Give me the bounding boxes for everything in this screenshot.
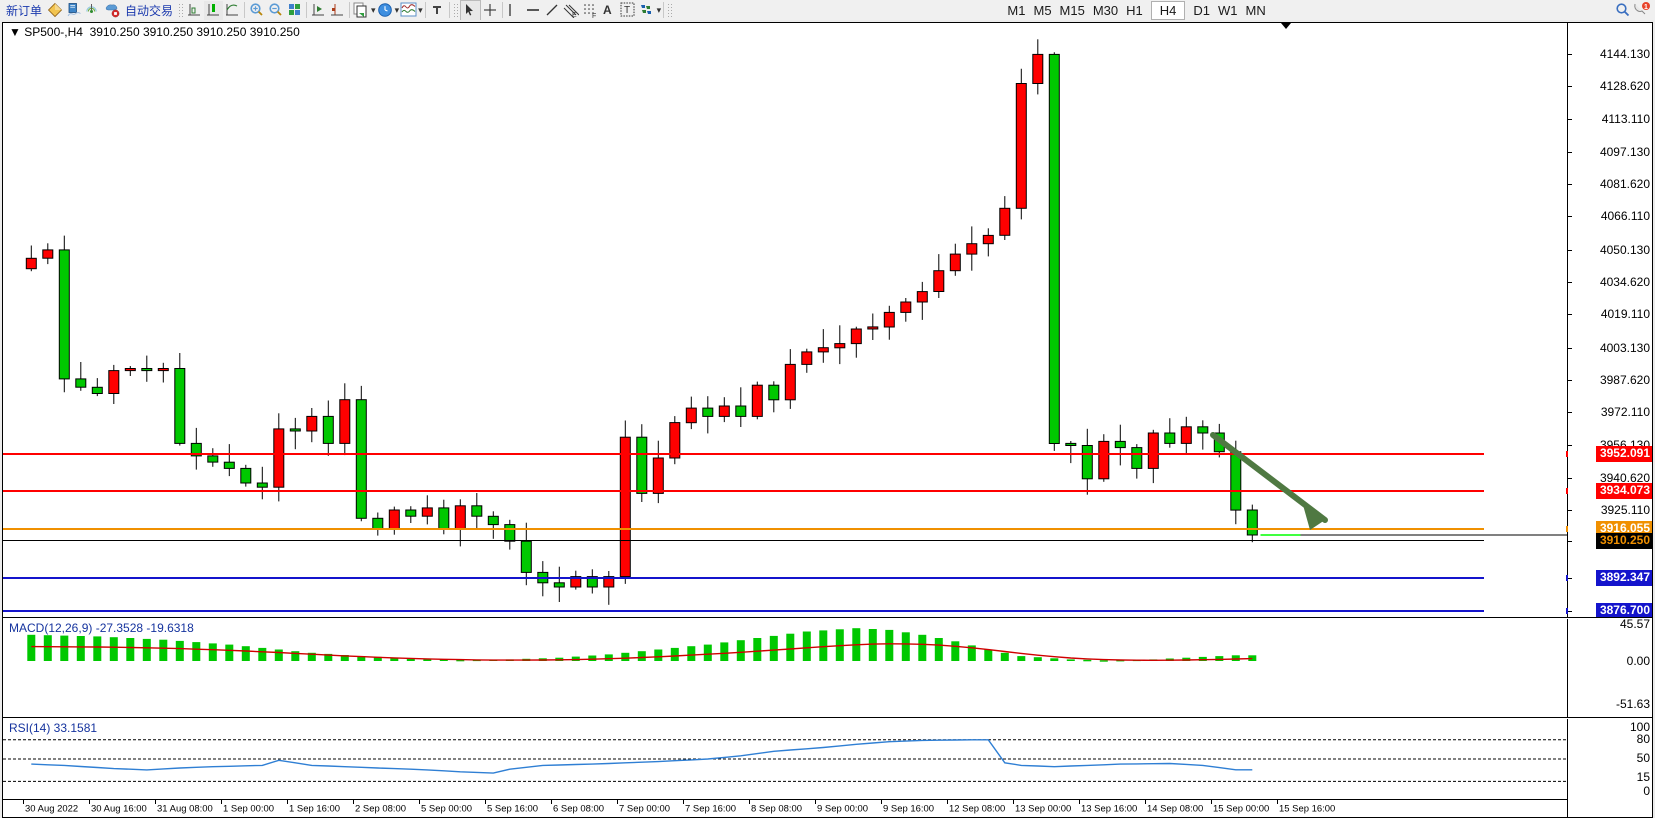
svg-text:T: T [624, 5, 630, 16]
svg-text:E: E [572, 12, 577, 18]
svg-text:A: A [603, 3, 612, 17]
svg-text:F: F [592, 13, 596, 18]
svg-text:1: 1 [1644, 4, 1648, 11]
